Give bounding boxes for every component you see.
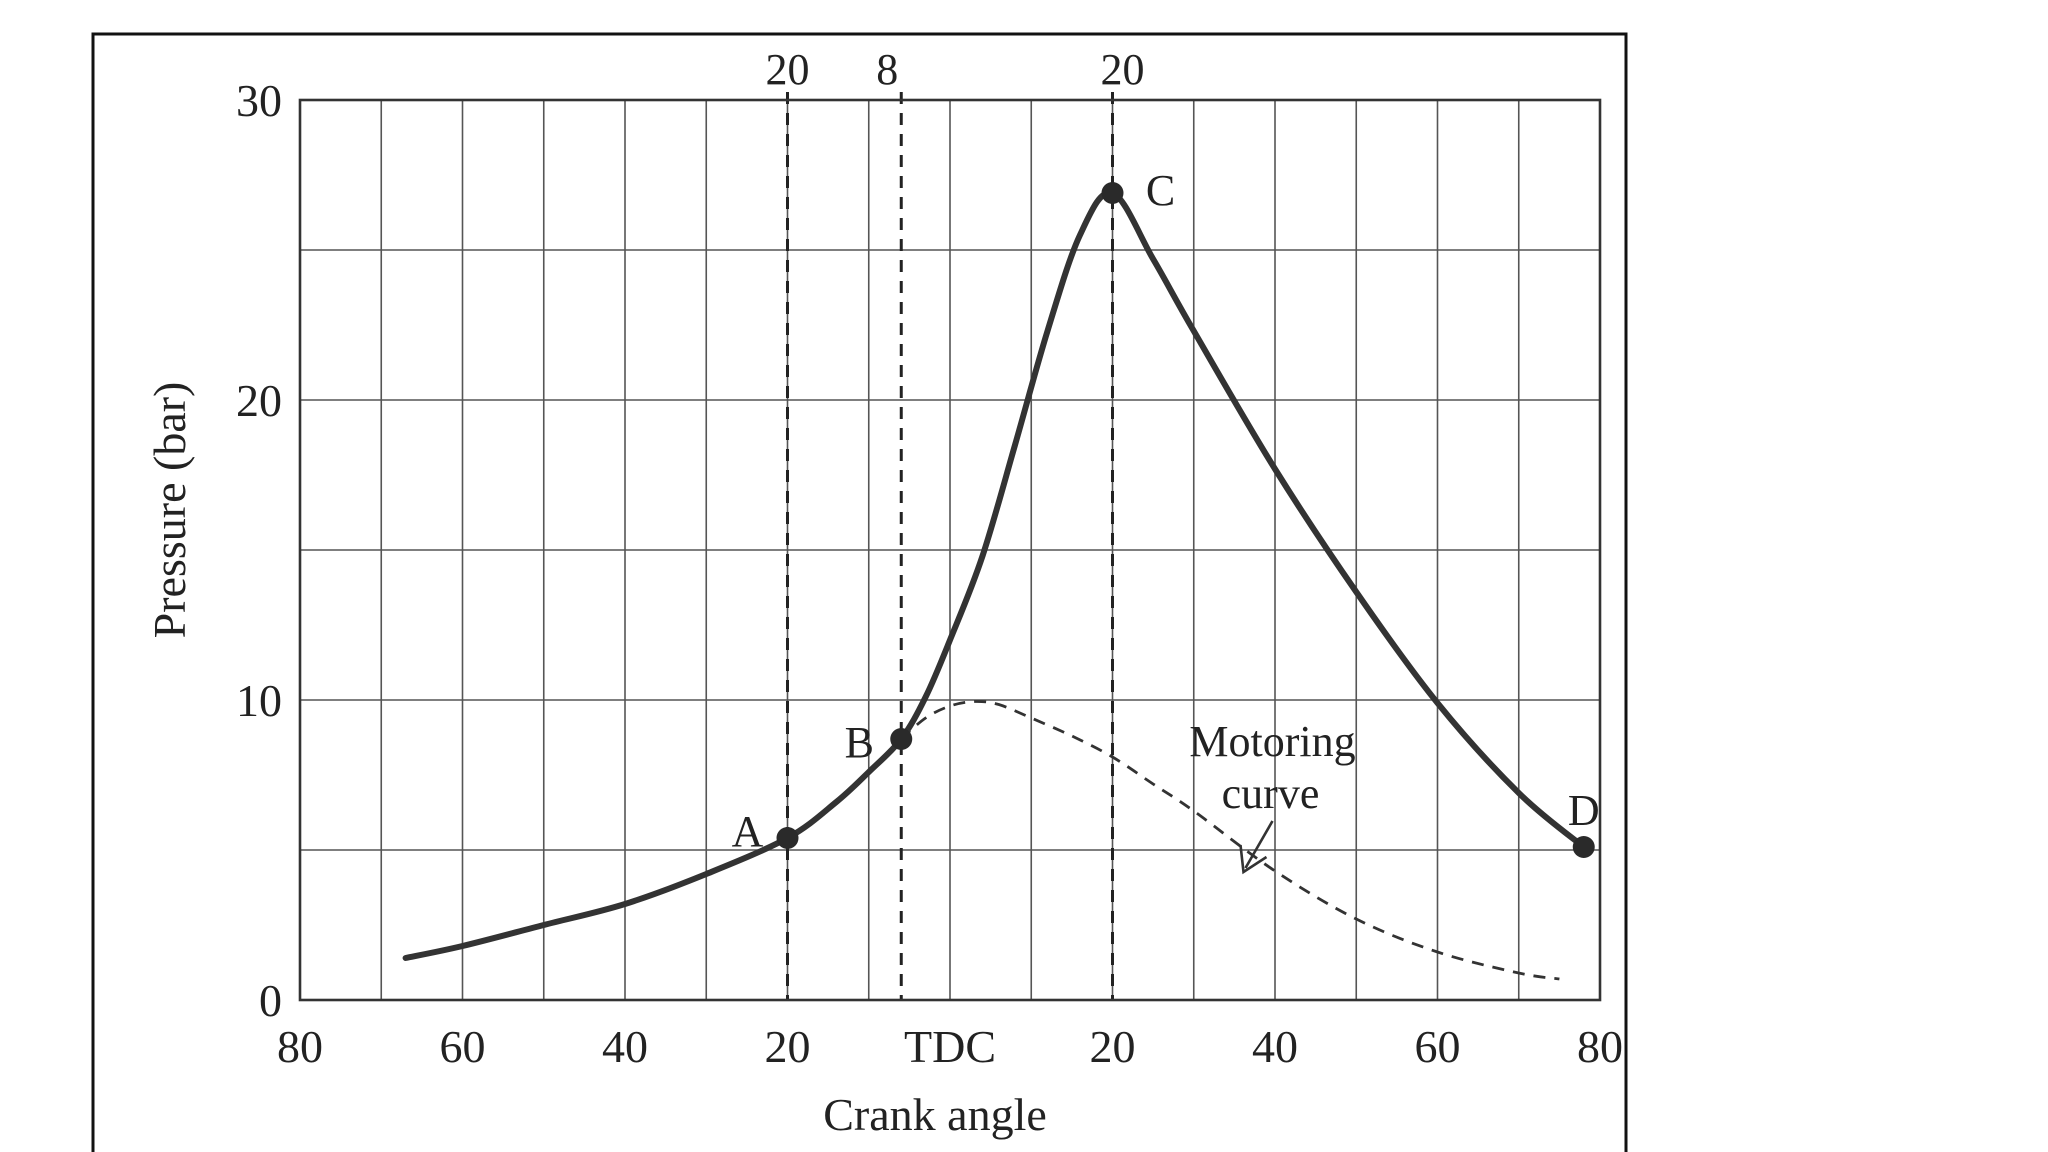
y-tick-label: 10 <box>236 675 282 726</box>
annotation-text: curve <box>1222 769 1320 818</box>
annotation-arrow <box>1244 820 1274 869</box>
reference-line-label: 8 <box>876 45 898 94</box>
x-tick-label: 60 <box>1415 1021 1461 1072</box>
annotation-text: Motoring <box>1189 717 1355 766</box>
x-tick-label: 40 <box>1252 1021 1298 1072</box>
key-points: A B C D <box>732 166 1600 858</box>
point-a-label: A <box>732 807 764 856</box>
x-tick-label: 80 <box>277 1021 323 1072</box>
point-a-marker <box>776 827 799 849</box>
figure-frame <box>91 32 1628 1152</box>
annotation-arrowhead <box>1239 844 1268 875</box>
series <box>402 189 1587 981</box>
point-d-marker <box>1572 836 1595 858</box>
x-tick-label: TDC <box>904 1021 996 1072</box>
motoring-curve-line <box>900 700 1560 981</box>
point-b-marker <box>890 728 913 750</box>
x-tick-label: 20 <box>1090 1021 1136 1072</box>
plot-area-border <box>298 98 1602 1002</box>
x-tick-label: 60 <box>440 1021 486 1072</box>
point-d-label: D <box>1568 786 1600 835</box>
x-tick-label: 20 <box>765 1021 811 1072</box>
reference-line-label: 20 <box>766 45 810 94</box>
point-c-marker <box>1101 182 1124 204</box>
y-tick-label: 20 <box>236 375 282 426</box>
point-b-label: B <box>845 718 874 767</box>
reference-line-label: 20 <box>1101 45 1145 94</box>
y-tick-label: 0 <box>259 975 282 1026</box>
x-tick-label: 80 <box>1577 1021 1623 1072</box>
point-c-label: C <box>1146 166 1175 215</box>
x-tick-label: 40 <box>602 1021 648 1072</box>
y-axis-label: Pressure (bar) <box>144 382 195 639</box>
x-axis-label: Crank angle <box>823 1089 1047 1140</box>
y-tick-label: 30 <box>236 75 282 126</box>
pressure-curve-line <box>402 189 1587 961</box>
